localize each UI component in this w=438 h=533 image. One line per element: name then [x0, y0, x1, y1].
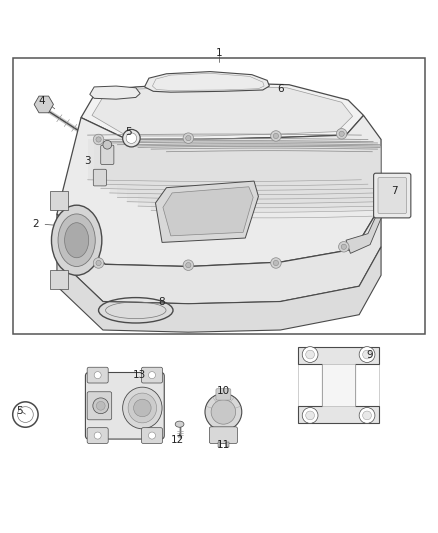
Circle shape: [93, 398, 109, 414]
Circle shape: [271, 258, 281, 268]
Text: 10: 10: [217, 386, 230, 397]
Circle shape: [363, 411, 371, 420]
Circle shape: [359, 408, 375, 423]
Polygon shape: [92, 86, 353, 136]
Polygon shape: [151, 151, 378, 211]
Bar: [50, 270, 68, 289]
Circle shape: [186, 263, 191, 268]
Circle shape: [273, 133, 279, 139]
Text: 9: 9: [366, 350, 373, 360]
FancyBboxPatch shape: [101, 145, 114, 165]
Polygon shape: [81, 83, 364, 140]
Text: 11: 11: [217, 440, 230, 450]
Circle shape: [183, 260, 194, 270]
FancyBboxPatch shape: [87, 427, 108, 443]
Text: 5: 5: [125, 127, 132, 136]
Circle shape: [186, 135, 191, 141]
FancyBboxPatch shape: [93, 169, 106, 186]
Circle shape: [93, 134, 104, 145]
Bar: [13, 59, 425, 334]
Bar: [218, 442, 220, 447]
Ellipse shape: [51, 205, 102, 275]
Circle shape: [339, 131, 344, 136]
Ellipse shape: [58, 214, 95, 266]
Circle shape: [96, 260, 101, 265]
Circle shape: [93, 258, 104, 268]
Polygon shape: [94, 141, 368, 185]
Polygon shape: [90, 86, 140, 99]
FancyBboxPatch shape: [87, 392, 112, 420]
Ellipse shape: [64, 223, 88, 258]
Circle shape: [183, 133, 194, 143]
Circle shape: [205, 393, 242, 430]
Circle shape: [94, 372, 101, 378]
Circle shape: [341, 244, 346, 249]
Text: 1: 1: [215, 48, 223, 58]
Circle shape: [96, 401, 105, 410]
Text: 5: 5: [16, 406, 23, 416]
Text: 4: 4: [38, 96, 45, 106]
Polygon shape: [57, 205, 381, 304]
Circle shape: [302, 346, 318, 362]
Polygon shape: [57, 247, 381, 332]
Circle shape: [359, 346, 375, 362]
FancyBboxPatch shape: [209, 427, 237, 443]
Text: 3: 3: [84, 156, 91, 166]
Text: 8: 8: [158, 297, 165, 308]
Ellipse shape: [126, 133, 137, 143]
Circle shape: [211, 400, 236, 424]
Ellipse shape: [175, 421, 184, 427]
Polygon shape: [346, 205, 381, 253]
FancyBboxPatch shape: [85, 373, 164, 439]
Polygon shape: [88, 139, 361, 181]
FancyBboxPatch shape: [141, 367, 162, 383]
Polygon shape: [110, 144, 378, 194]
Polygon shape: [163, 187, 253, 236]
Text: 12: 12: [171, 435, 184, 446]
Bar: [50, 191, 68, 211]
Text: 2: 2: [32, 219, 39, 229]
Circle shape: [363, 350, 371, 359]
Polygon shape: [322, 364, 355, 406]
Circle shape: [94, 432, 101, 439]
Circle shape: [273, 260, 279, 265]
Circle shape: [306, 350, 314, 359]
Circle shape: [103, 140, 112, 149]
Circle shape: [134, 399, 151, 417]
Circle shape: [271, 131, 281, 141]
Circle shape: [306, 411, 314, 420]
Polygon shape: [127, 147, 381, 203]
Text: 7: 7: [391, 186, 398, 196]
Circle shape: [336, 128, 347, 139]
Polygon shape: [145, 71, 269, 92]
Bar: [226, 442, 229, 447]
Ellipse shape: [128, 393, 157, 423]
Polygon shape: [101, 142, 373, 189]
Polygon shape: [298, 346, 379, 423]
Polygon shape: [138, 148, 380, 207]
Ellipse shape: [123, 130, 140, 147]
Text: 13: 13: [133, 370, 146, 380]
Circle shape: [302, 408, 318, 423]
FancyBboxPatch shape: [216, 389, 231, 400]
FancyBboxPatch shape: [374, 173, 411, 218]
FancyBboxPatch shape: [141, 427, 162, 443]
Text: 6: 6: [277, 84, 284, 94]
FancyBboxPatch shape: [87, 367, 108, 383]
Circle shape: [96, 137, 101, 142]
Polygon shape: [155, 181, 258, 243]
Circle shape: [339, 241, 349, 252]
FancyBboxPatch shape: [378, 177, 406, 214]
Ellipse shape: [123, 387, 162, 429]
Polygon shape: [117, 145, 380, 198]
Polygon shape: [57, 115, 381, 266]
Circle shape: [148, 432, 155, 439]
Circle shape: [148, 372, 155, 378]
